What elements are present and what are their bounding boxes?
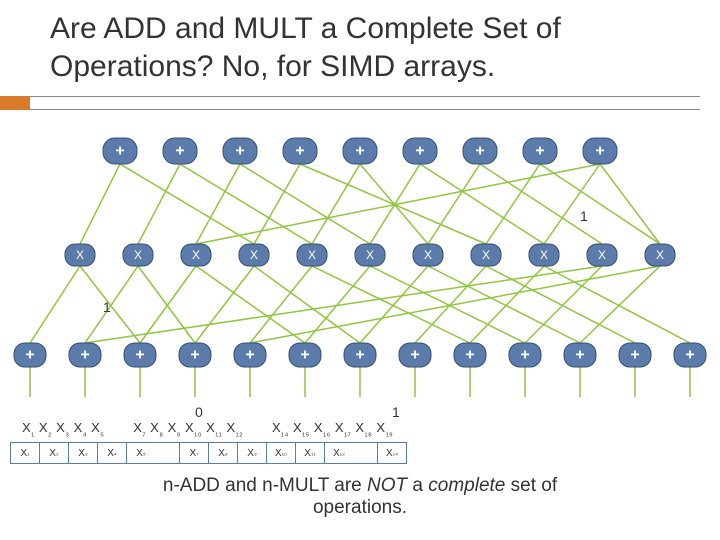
svg-text:+: +: [595, 143, 604, 160]
svg-text:X: X: [76, 248, 84, 262]
svg-text:+: +: [355, 347, 364, 364]
svg-text:+: +: [25, 347, 34, 364]
svg-text:X: X: [598, 248, 606, 262]
slide-title: Are ADD and MULT a Complete Set of Opera…: [50, 10, 700, 85]
svg-text:+: +: [685, 347, 694, 364]
svg-text:+: +: [115, 143, 124, 160]
svg-text:+: +: [475, 143, 484, 160]
svg-text:X: X: [366, 248, 374, 262]
header-rule: [30, 96, 700, 110]
conclusion-text: n-ADD and n-MULT are NOT a complete set …: [140, 475, 580, 519]
svg-text:+: +: [520, 347, 529, 364]
const-1c: 1: [392, 404, 400, 420]
svg-text:+: +: [300, 347, 309, 364]
svg-text:+: +: [135, 347, 144, 364]
svg-text:+: +: [535, 143, 544, 160]
svg-text:+: +: [465, 347, 474, 364]
svg-text:+: +: [415, 143, 424, 160]
svg-text:X: X: [482, 248, 490, 262]
svg-text:X: X: [250, 248, 258, 262]
svg-text:X: X: [656, 248, 664, 262]
svg-text:+: +: [80, 347, 89, 364]
svg-text:X: X: [540, 248, 548, 262]
svg-text:+: +: [295, 143, 304, 160]
svg-text:+: +: [355, 143, 364, 160]
svg-text:+: +: [190, 347, 199, 364]
simd-diagram: + + + + + + + + + X X X X X X X X X X X + + + + + + + + + + + + +: [0, 115, 720, 415]
svg-text:X: X: [308, 248, 316, 262]
svg-text:X: X: [134, 248, 142, 262]
svg-text:+: +: [410, 347, 419, 364]
svg-text:+: +: [235, 143, 244, 160]
svg-text:+: +: [245, 347, 254, 364]
const-1b: 1: [103, 299, 111, 315]
x-variable-labels: X₁ X₂ X₃ X₄ X₅ X₇ X₈ X₉ X₁₀ X₁₁ X₁₂ X₁₄ …: [22, 420, 393, 438]
svg-text:+: +: [175, 143, 184, 160]
svg-text:X: X: [424, 248, 432, 262]
x-array-boxes: X₁X₂X₃X₄X₅X₇X₈X₉X₁₀X₁₁X₁₂X₁₄: [10, 442, 406, 464]
svg-text:+: +: [630, 347, 639, 364]
svg-text:X: X: [192, 248, 200, 262]
const-1a: 1: [580, 208, 588, 224]
const-0: 0: [195, 404, 203, 420]
accent-bar: [0, 96, 30, 110]
svg-text:+: +: [575, 347, 584, 364]
